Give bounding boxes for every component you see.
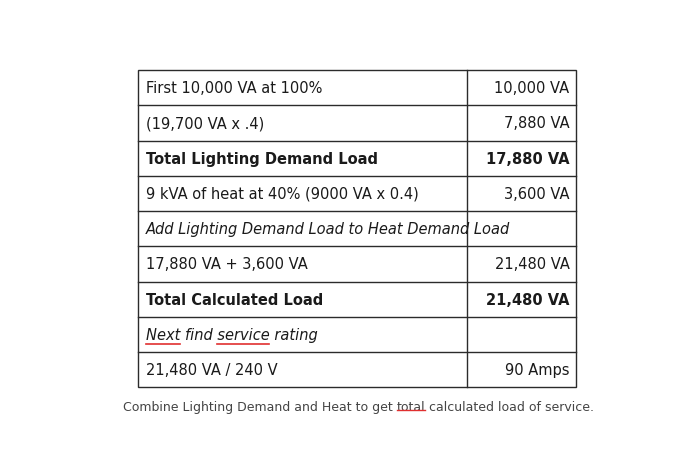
- Text: Next find service rating: Next find service rating: [146, 327, 317, 342]
- Text: 21,480 VA / 240 V: 21,480 VA / 240 V: [146, 362, 277, 377]
- Text: 21,480 VA: 21,480 VA: [486, 292, 570, 307]
- Text: 10,000 VA: 10,000 VA: [494, 81, 570, 96]
- Text: 9 kVA of heat at 40% (9000 VA x 0.4): 9 kVA of heat at 40% (9000 VA x 0.4): [146, 187, 419, 201]
- Text: Combine Lighting Demand and Heat to get: Combine Lighting Demand and Heat to get: [123, 400, 397, 413]
- Text: First 10,000 VA at 100%: First 10,000 VA at 100%: [146, 81, 322, 96]
- Text: calculated load of service.: calculated load of service.: [426, 400, 594, 413]
- Text: Add Lighting Demand Load to Heat Demand Load: Add Lighting Demand Load to Heat Demand …: [146, 222, 510, 237]
- Text: 7,880 VA: 7,880 VA: [504, 116, 570, 131]
- Text: 21,480 VA: 21,480 VA: [495, 257, 570, 272]
- Text: (19,700 VA x .4): (19,700 VA x .4): [146, 116, 264, 131]
- Text: 17,880 VA + 3,600 VA: 17,880 VA + 3,600 VA: [146, 257, 307, 272]
- Text: total: total: [397, 400, 426, 413]
- Text: 3,600 VA: 3,600 VA: [504, 187, 570, 201]
- Text: 17,880 VA: 17,880 VA: [486, 151, 570, 167]
- Text: Total Calculated Load: Total Calculated Load: [146, 292, 323, 307]
- Bar: [138, 71, 575, 387]
- Text: Total Lighting Demand Load: Total Lighting Demand Load: [146, 151, 377, 167]
- Text: 90 Amps: 90 Amps: [505, 362, 570, 377]
